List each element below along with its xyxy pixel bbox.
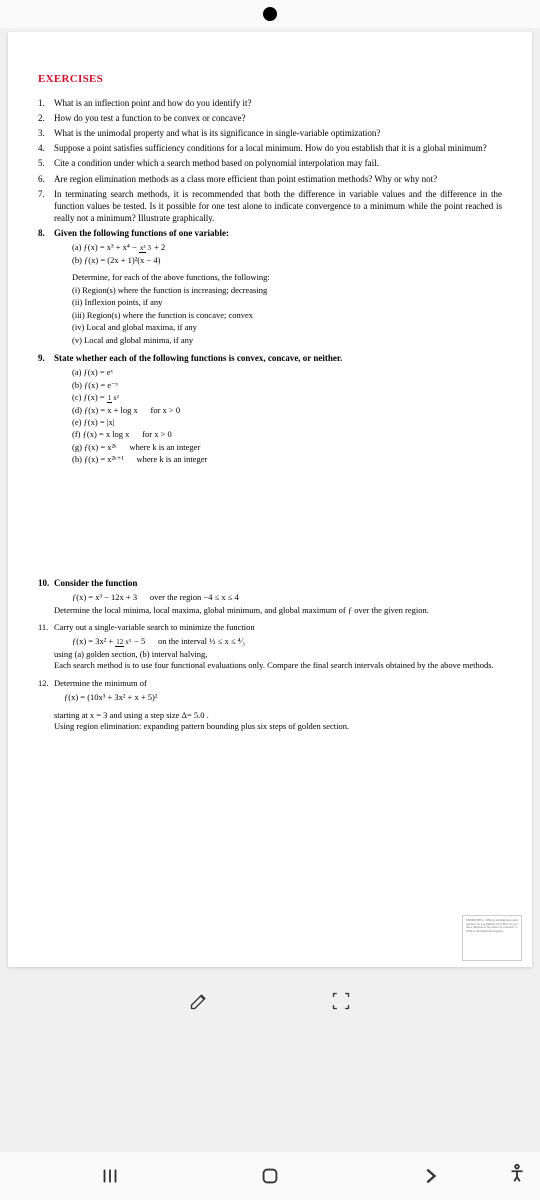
navigation-bar [0,1152,540,1200]
q8-i: (i) Region(s) where the function is incr… [72,285,502,296]
q9-a: (a) ƒ(x) = eˣ [72,367,502,378]
question-12: 12.Determine the minimum of [38,678,502,689]
q10-sub: ƒ(x) = x³ − 12x + 3 over the region −4 ≤… [38,592,502,603]
q10-fn: ƒ(x) = x³ − 12x + 3 over the region −4 ≤… [72,592,502,603]
q8-sub: (a) ƒ(x) = x³ + x⁴ − x³3 + 2 (b) ƒ(x) = … [38,242,502,346]
q11-fn: ƒ(x) = 3x² + 12x³ − 5 on the interval ½ … [72,636,502,647]
q11-txt: Each search method is to use four functi… [38,660,502,671]
question-10: 10.Consider the function [38,577,502,589]
spacer [38,467,502,577]
accessibility-icon[interactable] [506,1163,528,1190]
q8-iv: (iv) Local and global maxima, if any [72,322,502,333]
q11-sub: ƒ(x) = 3x² + 12x³ − 5 on the interval ½ … [38,636,502,647]
question-7: 7.In terminating search methods, it is r… [38,188,502,224]
question-5: 5.Cite a condition under which a search … [38,157,502,169]
q9-b: (b) ƒ(x) = e⁻ˣ [72,380,502,391]
q9-sub: (a) ƒ(x) = eˣ (b) ƒ(x) = e⁻ˣ (c) ƒ(x) = … [38,367,502,466]
q8-b: (b) ƒ(x) = (2x + 1)²(x − 4) [72,255,502,266]
q9-g: (g) ƒ(x) = x²ᵏ where k is an integer [72,442,502,453]
page-thumbnail[interactable]: EXERCISES 1. What is an inflection point… [462,915,522,961]
q9-f: (f) ƒ(x) = x log x for x > 0 [72,429,502,440]
q8-det: Determine, for each of the above functio… [72,272,502,283]
question-8: 8.Given the following functions of one v… [38,227,502,239]
question-1: 1.What is an inflection point and how do… [38,97,502,109]
q12-s2: Using region elimination: expanding patt… [38,721,502,732]
status-bar [0,0,540,28]
q8-ii: (ii) Inflexion points, if any [72,297,502,308]
recents-icon[interactable] [96,1162,124,1190]
home-icon[interactable] [256,1162,284,1190]
q8-a: (a) ƒ(x) = x³ + x⁴ − x³3 + 2 [72,242,502,253]
camera-notch [263,7,277,21]
question-9: 9.State whether each of the following fu… [38,352,502,364]
q11-using: using (a) golden section, (b) interval h… [38,649,502,660]
question-11: 11.Carry out a single-variable search to… [38,622,502,633]
page-title: EXERCISES [38,72,502,87]
question-3: 3.What is the unimodal property and what… [38,127,502,139]
reader-toolbar [0,982,540,1020]
question-4: 4.Suppose a point satisfies sufficiency … [38,142,502,154]
back-icon[interactable] [416,1162,444,1190]
q9-c: (c) ƒ(x) = 1x² [72,392,502,403]
question-2: 2.How do you test a function to be conve… [38,112,502,124]
q9-d: (d) ƒ(x) = x + log x for x > 0 [72,405,502,416]
question-6: 6.Are region elimination methods as a cl… [38,173,502,185]
q9-e: (e) ƒ(x) = |x| [72,417,502,428]
q12-fn: ƒ(x) = (10x³ + 3x² + x + 5)² [38,692,502,703]
document-page: EXERCISES 1.What is an inflection point … [8,32,532,967]
q8-v: (v) Local and global minima, if any [72,335,502,346]
q8-iii: (iii) Region(s) where the function is co… [72,310,502,321]
scan-icon[interactable] [330,990,352,1012]
q12-s1: starting at x = 3 and using a step size … [38,710,502,721]
q10-txt: Determine the local minima, local maxima… [38,605,502,616]
q9-h: (h) ƒ(x) = x²ᵏ⁺¹ where k is an integer [72,454,502,465]
edit-icon[interactable] [188,990,210,1012]
